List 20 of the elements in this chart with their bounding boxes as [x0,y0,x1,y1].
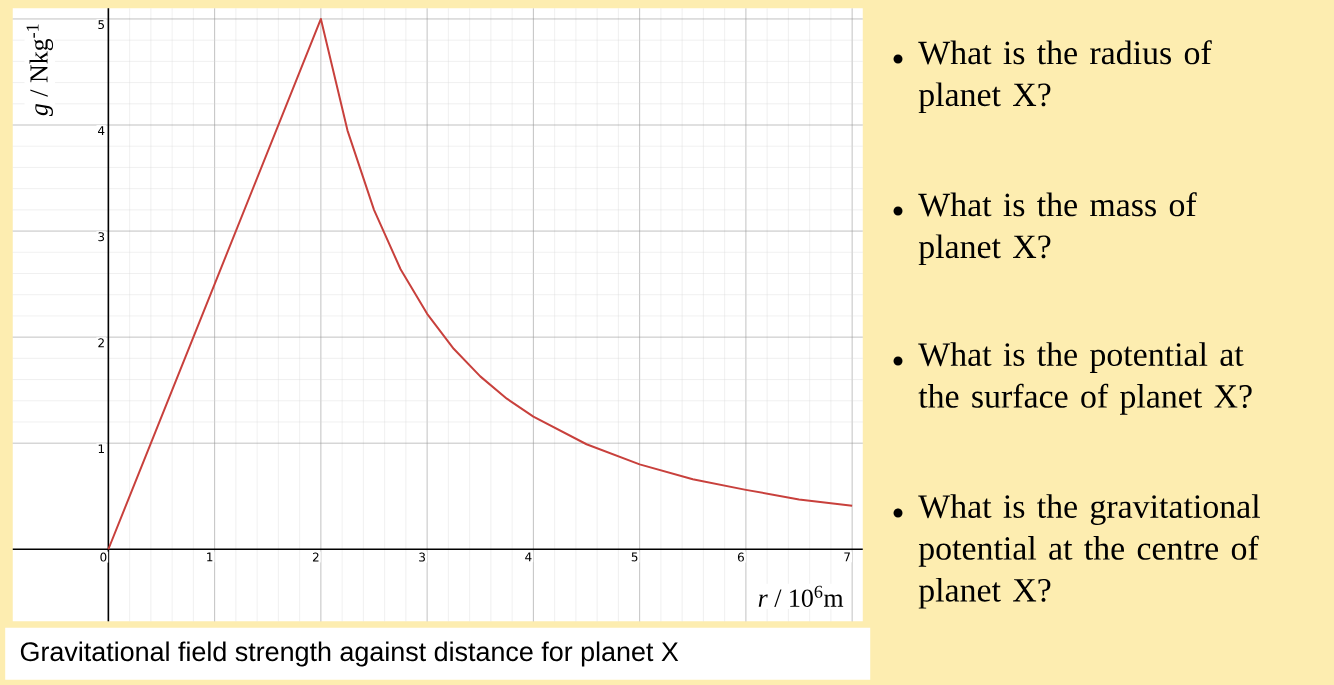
x-tick-label: 7 [844,552,850,562]
x-tick-label: 4 [525,552,532,562]
x-tick-label: 6 [737,552,744,562]
y-tick-label: 4 [98,126,105,135]
x-tick-label: 5 [631,552,638,562]
x-tick-label: 2 [312,552,319,562]
y-axis-title: g / Nkg$^{-1}$ [26,24,54,117]
x-tick-label: 0 [100,552,107,562]
y-tick-label: 1 [98,444,104,454]
text: What is the radius of planet X? [918,40,1212,114]
x-tick-label: 1 [207,552,213,562]
x-axis-title: r / 10$^{6}$m [758,585,844,607]
text: What is the mass of planet X? [918,192,1197,266]
y-tick-label: 2 [98,338,104,348]
y-tick-label: 3 [98,232,105,242]
x-tick-label: 3 [419,552,425,562]
text: Gravitational field strength against distance for planet X [20,641,679,667]
y-tick-label: 5 [98,20,105,30]
text: What is the gravitational potential at the centre of planet X? [918,494,1260,609]
text: What is the potential at the surface of planet X? [918,342,1252,415]
